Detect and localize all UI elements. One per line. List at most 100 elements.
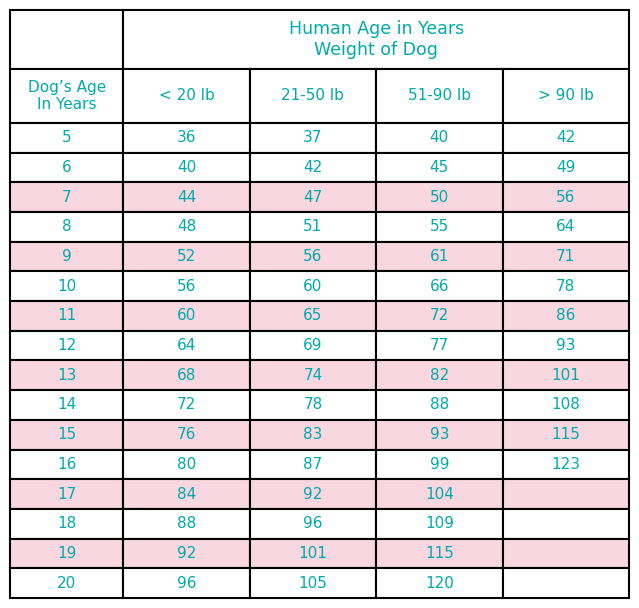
Bar	[10, 123, 123, 153]
Bar	[10, 241, 123, 271]
Bar	[123, 69, 250, 123]
Text: 42: 42	[556, 130, 575, 145]
Bar	[250, 331, 376, 361]
Bar	[502, 539, 629, 568]
Bar	[502, 123, 629, 153]
Text: > 90 lb: > 90 lb	[538, 88, 594, 103]
Text: 15: 15	[57, 427, 76, 442]
Bar	[502, 331, 629, 361]
Bar	[250, 390, 376, 420]
Bar	[376, 390, 502, 420]
Text: 19: 19	[57, 546, 76, 561]
Bar	[376, 479, 502, 509]
Bar	[502, 568, 629, 598]
Text: 83: 83	[304, 427, 323, 442]
Bar	[10, 271, 123, 301]
Bar	[250, 123, 376, 153]
Bar	[250, 361, 376, 390]
Bar	[376, 509, 502, 539]
Bar	[250, 212, 376, 241]
Bar	[376, 241, 502, 271]
Bar	[123, 301, 250, 331]
Bar	[502, 449, 629, 479]
Bar	[376, 301, 502, 331]
Bar	[123, 212, 250, 241]
Text: 99: 99	[429, 457, 449, 472]
Bar	[502, 301, 629, 331]
Bar	[10, 69, 123, 123]
Bar	[10, 10, 123, 69]
Bar	[10, 361, 123, 390]
Text: 40: 40	[430, 130, 449, 145]
Text: 56: 56	[304, 249, 323, 264]
Bar	[250, 420, 376, 449]
Text: Dog’s Age
In Years: Dog’s Age In Years	[27, 80, 106, 112]
Text: 56: 56	[556, 190, 576, 205]
Bar	[250, 241, 376, 271]
Text: 92: 92	[177, 546, 196, 561]
Text: 10: 10	[57, 278, 76, 294]
Text: 88: 88	[430, 398, 449, 412]
Text: 18: 18	[57, 516, 76, 531]
Bar	[250, 271, 376, 301]
Bar	[502, 153, 629, 182]
Bar	[123, 331, 250, 361]
Bar	[10, 479, 123, 509]
Bar	[10, 153, 123, 182]
Text: 115: 115	[425, 546, 454, 561]
Text: 5: 5	[62, 130, 72, 145]
Text: 87: 87	[304, 457, 323, 472]
Text: 14: 14	[57, 398, 76, 412]
Bar	[123, 10, 629, 69]
Text: 13: 13	[57, 368, 76, 383]
Text: 20: 20	[57, 576, 76, 590]
Bar	[123, 153, 250, 182]
Bar	[376, 123, 502, 153]
Text: 104: 104	[425, 486, 454, 502]
Bar	[250, 479, 376, 509]
Text: 77: 77	[430, 338, 449, 353]
Text: 76: 76	[177, 427, 196, 442]
Bar	[502, 271, 629, 301]
Bar	[502, 69, 629, 123]
Bar	[502, 509, 629, 539]
Text: 66: 66	[429, 278, 449, 294]
Text: 96: 96	[303, 516, 323, 531]
Text: 40: 40	[177, 160, 196, 175]
Bar	[123, 390, 250, 420]
Text: 42: 42	[304, 160, 323, 175]
Bar	[250, 449, 376, 479]
Text: Human Age in Years
Weight of Dog: Human Age in Years Weight of Dog	[289, 20, 464, 59]
Text: 11: 11	[57, 308, 76, 323]
Bar	[250, 539, 376, 568]
Text: 61: 61	[429, 249, 449, 264]
Bar	[376, 331, 502, 361]
Text: 74: 74	[304, 368, 323, 383]
Text: 82: 82	[430, 368, 449, 383]
Bar	[376, 420, 502, 449]
Text: 48: 48	[177, 219, 196, 234]
Text: 9: 9	[62, 249, 72, 264]
Text: 60: 60	[304, 278, 323, 294]
Text: 120: 120	[425, 576, 454, 590]
Text: 78: 78	[304, 398, 323, 412]
Bar	[376, 69, 502, 123]
Text: 69: 69	[303, 338, 323, 353]
Bar	[123, 568, 250, 598]
Bar	[376, 182, 502, 212]
Text: 72: 72	[430, 308, 449, 323]
Text: 36: 36	[177, 130, 196, 145]
Text: 88: 88	[177, 516, 196, 531]
Text: 47: 47	[304, 190, 323, 205]
Bar	[250, 153, 376, 182]
Text: 49: 49	[556, 160, 576, 175]
Bar	[502, 420, 629, 449]
Text: 60: 60	[177, 308, 196, 323]
Bar	[250, 69, 376, 123]
Text: 72: 72	[177, 398, 196, 412]
Text: 84: 84	[177, 486, 196, 502]
Text: 8: 8	[62, 219, 72, 234]
Bar	[376, 361, 502, 390]
Text: 16: 16	[57, 457, 76, 472]
Bar	[10, 301, 123, 331]
